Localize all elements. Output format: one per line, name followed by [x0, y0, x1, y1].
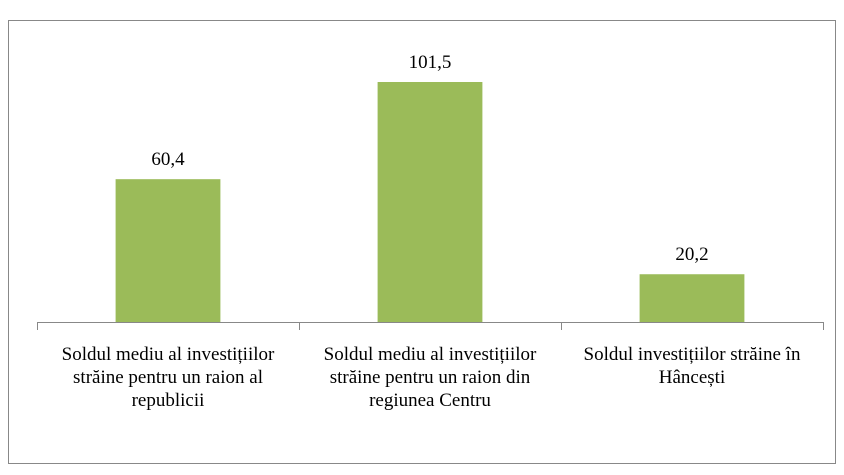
data-label: 20,2: [675, 244, 708, 265]
data-label: 60,4: [151, 149, 185, 170]
x-tick-label: Soldul mediu al investițiilor străine pe…: [61, 344, 275, 411]
bar: [639, 274, 745, 322]
x-tick-label: Soldul mediu al investițiilor străine pe…: [323, 344, 537, 411]
bar: [377, 82, 483, 322]
bar: [115, 179, 221, 322]
x-tick-label: Soldul investițiilor străine în Hâncești: [583, 344, 801, 388]
data-label: 101,5: [409, 52, 452, 73]
chart-frame: [8, 20, 836, 464]
